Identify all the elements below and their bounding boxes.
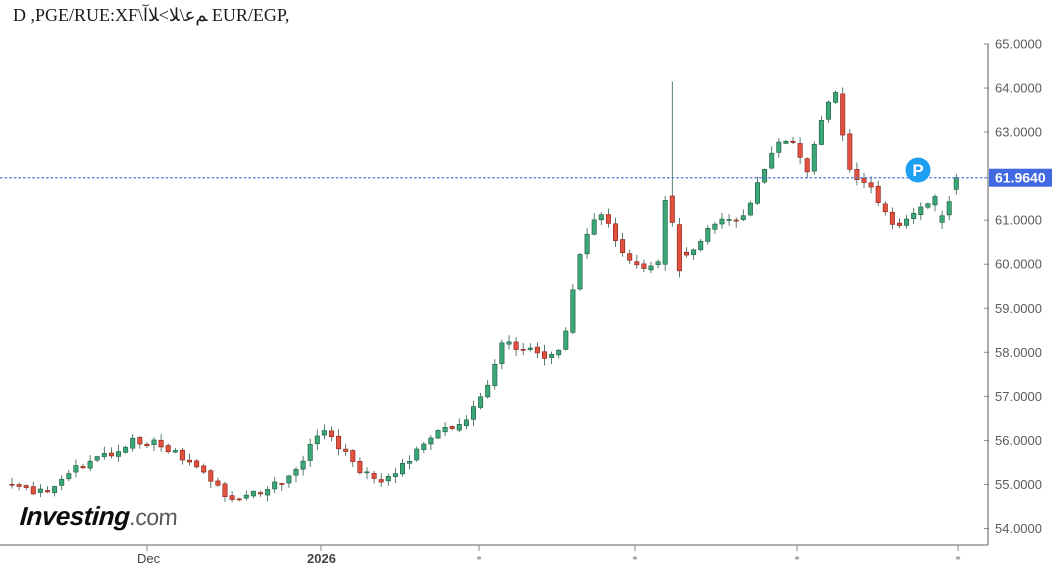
svg-text:65.0000: 65.0000: [995, 37, 1042, 52]
svg-text:60.0000: 60.0000: [995, 257, 1042, 272]
svg-text:P: P: [912, 161, 923, 180]
svg-text:61.0000: 61.0000: [995, 213, 1042, 228]
svg-text:64.0000: 64.0000: [995, 81, 1042, 96]
svg-text:61.9640: 61.9640: [995, 170, 1046, 186]
svg-text:63.0000: 63.0000: [995, 125, 1042, 140]
svg-text:58.0000: 58.0000: [995, 345, 1042, 360]
svg-text:54.0000: 54.0000: [995, 521, 1042, 536]
svg-text:55.0000: 55.0000: [995, 477, 1042, 492]
svg-text:57.0000: 57.0000: [995, 389, 1042, 404]
svg-text:2026: 2026: [307, 551, 336, 566]
svg-text:59.0000: 59.0000: [995, 301, 1042, 316]
svg-text:56.0000: 56.0000: [995, 433, 1042, 448]
svg-text:Dec: Dec: [137, 551, 161, 566]
